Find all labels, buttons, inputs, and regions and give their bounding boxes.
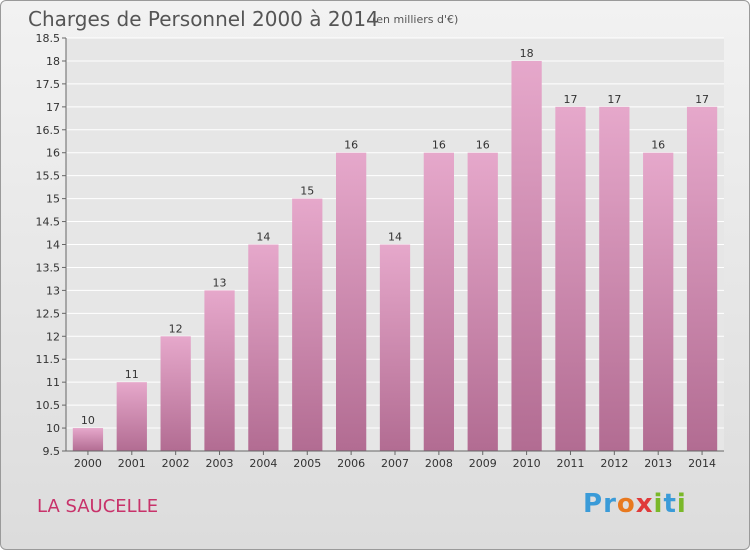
y-tick-label: 13: [46, 284, 60, 297]
bar: [643, 152, 674, 451]
y-tick-label: 10: [46, 422, 60, 435]
logo-letter: r: [603, 489, 617, 519]
data-label: 17: [563, 93, 577, 106]
bar: [248, 244, 279, 451]
chart-title: Charges de Personnel 2000 à 2014: [28, 7, 379, 31]
y-tick-label: 11: [46, 376, 60, 389]
bar: [379, 244, 411, 451]
data-label: 17: [695, 93, 709, 106]
bar: [511, 60, 542, 451]
y-tick-label: 12.5: [36, 307, 61, 320]
bar: [335, 152, 367, 451]
city-name: LA SAUCELLE: [37, 496, 159, 517]
x-tick-label: 2008: [425, 457, 453, 470]
data-label: 16: [432, 139, 446, 152]
data-label: 13: [213, 276, 227, 289]
bar: [686, 106, 718, 451]
data-label: 16: [651, 139, 665, 152]
y-tick-label: 9.5: [43, 445, 61, 458]
x-tick-label: 2006: [337, 457, 365, 470]
bar: [423, 152, 455, 451]
x-tick-label: 2004: [249, 457, 277, 470]
y-tick-label: 13.5: [36, 261, 61, 274]
x-tick-label: 2013: [644, 457, 672, 470]
x-tick-label: 2002: [162, 457, 190, 470]
bar: [72, 428, 104, 451]
y-tick-label: 18: [46, 55, 60, 68]
data-label: 17: [607, 93, 621, 106]
y-tick-label: 15: [46, 193, 60, 206]
x-tick-label: 2001: [118, 457, 146, 470]
y-tick-label: 15.5: [36, 170, 61, 183]
x-tick-label: 2005: [293, 457, 321, 470]
x-tick-label: 2000: [74, 457, 102, 470]
proxiti-logo[interactable]: Proxiti: [583, 489, 687, 519]
bar: [467, 152, 498, 451]
data-label: 14: [388, 231, 402, 244]
data-label: 15: [300, 185, 314, 198]
data-label: 16: [344, 139, 358, 152]
y-tick-label: 16: [46, 147, 60, 160]
x-tick-label: 2009: [469, 457, 497, 470]
x-tick-label: 2007: [381, 457, 409, 470]
y-tick-label: 14.5: [36, 216, 61, 229]
x-tick-label: 2010: [513, 457, 541, 470]
y-tick-label: 14: [46, 239, 60, 252]
y-tick-label: 10.5: [36, 399, 61, 412]
bar: [292, 198, 323, 451]
logo-letter: i: [676, 489, 687, 519]
data-label: 12: [169, 322, 183, 335]
bar: [116, 382, 147, 451]
y-tick-label: 17: [46, 101, 60, 114]
bar: [599, 106, 630, 451]
logo-letter: i: [653, 489, 664, 519]
y-tick-label: 17.5: [36, 78, 61, 91]
bar: [555, 106, 586, 451]
x-tick-label: 2011: [556, 457, 584, 470]
data-label: 11: [125, 368, 139, 381]
y-tick-label: 12: [46, 330, 60, 343]
chart-subtitle: (en milliers d'€): [372, 13, 459, 26]
logo-letter: x: [635, 489, 654, 519]
y-tick-label: 11.5: [36, 353, 61, 366]
logo-letter: P: [583, 489, 604, 519]
x-tick-label: 2012: [600, 457, 628, 470]
data-label: 14: [256, 231, 270, 244]
data-label: 18: [520, 47, 534, 60]
x-tick-label: 2014: [688, 457, 716, 470]
y-tick-label: 18.5: [36, 32, 61, 45]
data-label: 10: [81, 414, 95, 427]
data-label: 16: [476, 139, 490, 152]
logo-letter: t: [663, 489, 677, 519]
y-tick-label: 16.5: [36, 124, 61, 137]
logo-letter: o: [616, 489, 636, 519]
bar: [160, 336, 191, 451]
bar: [204, 290, 235, 451]
x-tick-label: 2003: [206, 457, 234, 470]
